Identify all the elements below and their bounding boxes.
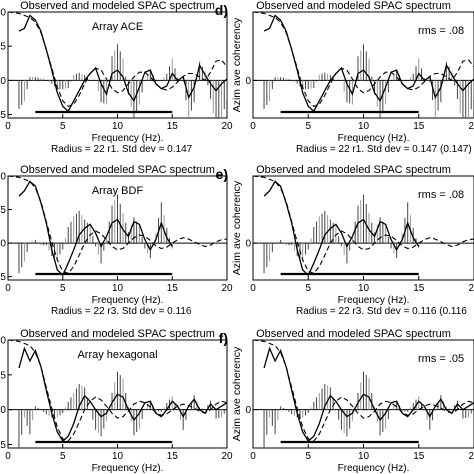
x-tick-label: 15: [413, 283, 425, 294]
x-tick-label: 20: [468, 283, 474, 294]
spac-panel-6: Observed and modeled SPAC spectrum f) 0 5 10…: [219, 328, 474, 474]
x-tick-label: 0: [5, 121, 11, 132]
array-label: Array ACE: [92, 21, 143, 33]
x-tick-label: 10: [358, 121, 370, 132]
y-tick-label: 1.0: [0, 336, 6, 347]
panel-letter: d): [215, 2, 228, 18]
observed-curve: [263, 14, 474, 113]
panel-letter: f): [219, 330, 228, 346]
rms-label: rms = .08: [418, 25, 464, 37]
radius-stddev-label: Radius = 22 r3. Std dev = 0.116 (0.116: [296, 306, 467, 317]
panel-title: Observed and modeled SPAC spectrum: [256, 164, 451, 176]
array-label: Array hexagonal: [77, 349, 157, 361]
y-axis-label: Azim ave coherency: [231, 17, 243, 112]
y-tick-label: -0.5: [0, 110, 6, 121]
array-label: Array BDF: [92, 185, 144, 197]
observed-curve: [18, 346, 227, 443]
x-tick-label: 15: [167, 451, 179, 462]
y-tick-label: 0.5: [0, 370, 6, 381]
x-axis-label: Frequency (Hz).: [92, 133, 164, 144]
x-tick-label: 20: [221, 283, 233, 294]
x-tick-label: 10: [112, 283, 124, 294]
y-tick-label: -0.5: [0, 272, 6, 283]
y-tick-label: 1.0: [0, 8, 6, 19]
y-tick-label: 0.5: [0, 205, 6, 216]
panel-letter: e): [216, 166, 228, 182]
x-tick-label: 15: [167, 121, 179, 132]
x-axis-label: Frequency (Hz).: [92, 463, 164, 474]
x-tick-label: 20: [468, 121, 474, 132]
spac-panel-1: Observed and modeled SPAC spectrum 0 5 10 15…: [0, 0, 233, 155]
x-axis-label: Frequency (Hz).: [92, 295, 164, 306]
x-tick-label: 20: [221, 121, 233, 132]
panel-title: Observed and modeled SPAC spectrum: [20, 164, 215, 176]
x-tick-label: 0: [250, 121, 256, 132]
modeled-curve: [8, 176, 227, 274]
panel-title: Observed and modeled SPAC spectrum: [256, 0, 451, 12]
x-tick-label: 5: [305, 121, 311, 132]
modeled-curve: [253, 12, 474, 108]
x-tick-label: 5: [60, 451, 66, 462]
x-tick-label: 0: [250, 451, 256, 462]
x-tick-label: 0: [5, 283, 11, 294]
rms-label: rms = .08: [418, 189, 464, 201]
x-tick-label: 15: [167, 283, 179, 294]
x-tick-label: 10: [112, 121, 124, 132]
y-tick-label: 0.5: [0, 42, 6, 53]
panel-title: Observed and modeled SPAC spectrum: [256, 328, 451, 340]
x-tick-label: 20: [468, 451, 474, 462]
observed-curve: [18, 14, 227, 113]
x-tick-label: 5: [305, 451, 311, 462]
x-tick-label: 0: [250, 283, 256, 294]
y-tick-label: 0: [245, 405, 251, 416]
x-axis-label: Frequency (Hz).: [338, 295, 410, 306]
y-axis-label: Azim ave coherency: [231, 346, 243, 441]
y-tick-label: 0.0: [0, 239, 6, 250]
y-tick-label: -0.5: [0, 440, 6, 451]
y-tick-label: 0: [245, 239, 251, 250]
panel-title: Observed and modeled SPAC spectrum: [20, 328, 215, 340]
radius-stddev-label: Radius = 22 r3. Std dev = 0.116: [51, 306, 192, 317]
spac-panel-2: Observed and modeled SPAC spectrum d) 0 5 10…: [215, 0, 474, 155]
y-axis-label: Azim ave coherency: [231, 180, 243, 275]
observed-curve: [18, 180, 173, 277]
x-tick-label: 15: [413, 451, 425, 462]
x-tick-label: 10: [112, 451, 124, 462]
x-tick-label: 20: [221, 451, 233, 462]
x-tick-label: 5: [60, 121, 66, 132]
spac-panel-3: Observed and modeled SPAC spectrum 0 5 10 15…: [0, 164, 233, 317]
y-tick-label: 0: [245, 76, 251, 87]
x-tick-label: 15: [413, 121, 425, 132]
observed-curve: [263, 180, 420, 277]
x-axis-label: Frequency (Hz).: [338, 133, 410, 144]
modeled-curve: [253, 340, 474, 442]
modeled-curve: [8, 340, 227, 442]
y-tick-label: 1.0: [0, 172, 6, 183]
rms-label: rms = .05: [418, 353, 464, 365]
x-tick-label: 5: [60, 283, 66, 294]
y-tick-label: 0.0: [0, 76, 6, 87]
x-tick-label: 10: [358, 451, 370, 462]
radius-stddev-label: Radius = 22 r1. Std dev = 0.147: [51, 144, 193, 155]
y-tick-label: 0.0: [0, 405, 6, 416]
x-tick-label: 10: [358, 283, 370, 294]
spac-panel-4: Observed and modeled SPAC spectrum e) 0 5 10…: [216, 164, 474, 317]
observed-curve: [263, 346, 474, 442]
x-axis-label: Frequency (Hz).: [338, 463, 410, 474]
radius-stddev-label: Radius = 22 r1. Std dev = 0.147 (0.147): [296, 144, 472, 155]
spac-panel-5: Observed and modeled SPAC spectrum 0 5 10 15…: [0, 328, 233, 474]
modeled-curve: [253, 176, 474, 274]
modeled-curve: [8, 12, 227, 108]
x-tick-label: 5: [305, 283, 311, 294]
x-tick-label: 0: [5, 451, 11, 462]
panel-title: Observed and modeled SPAC spectrum: [20, 0, 215, 12]
